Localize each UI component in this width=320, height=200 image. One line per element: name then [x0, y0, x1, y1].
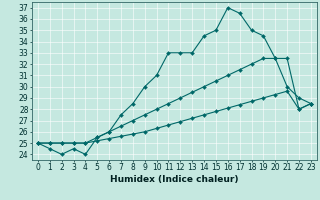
X-axis label: Humidex (Indice chaleur): Humidex (Indice chaleur) [110, 175, 239, 184]
